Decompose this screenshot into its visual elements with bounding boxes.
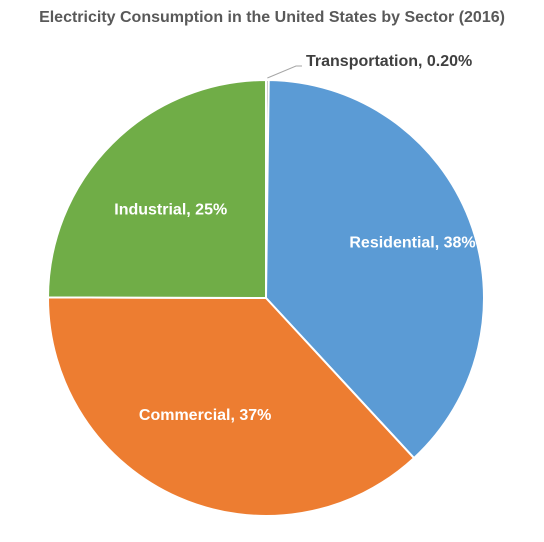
pie-slices: [46, 78, 485, 517]
chart-title: Electricity Consumption in the United St…: [39, 9, 505, 26]
leader-line-transportation: [267, 65, 302, 79]
data-label-residential: Residential, 38%: [349, 235, 475, 252]
pie-slice-industrial: [46, 78, 267, 300]
pie-slice-commercial: [47, 296, 416, 517]
data-label-commercial: Commercial, 37%: [139, 407, 272, 424]
data-label-transportation: Transportation, 0.20%: [306, 53, 472, 70]
pie-slice-residential: [264, 79, 485, 460]
pie-labels: Transportation, 0.20% Residential, 38% Com…: [114, 53, 475, 424]
data-label-industrial: Industrial, 25%: [114, 201, 227, 218]
